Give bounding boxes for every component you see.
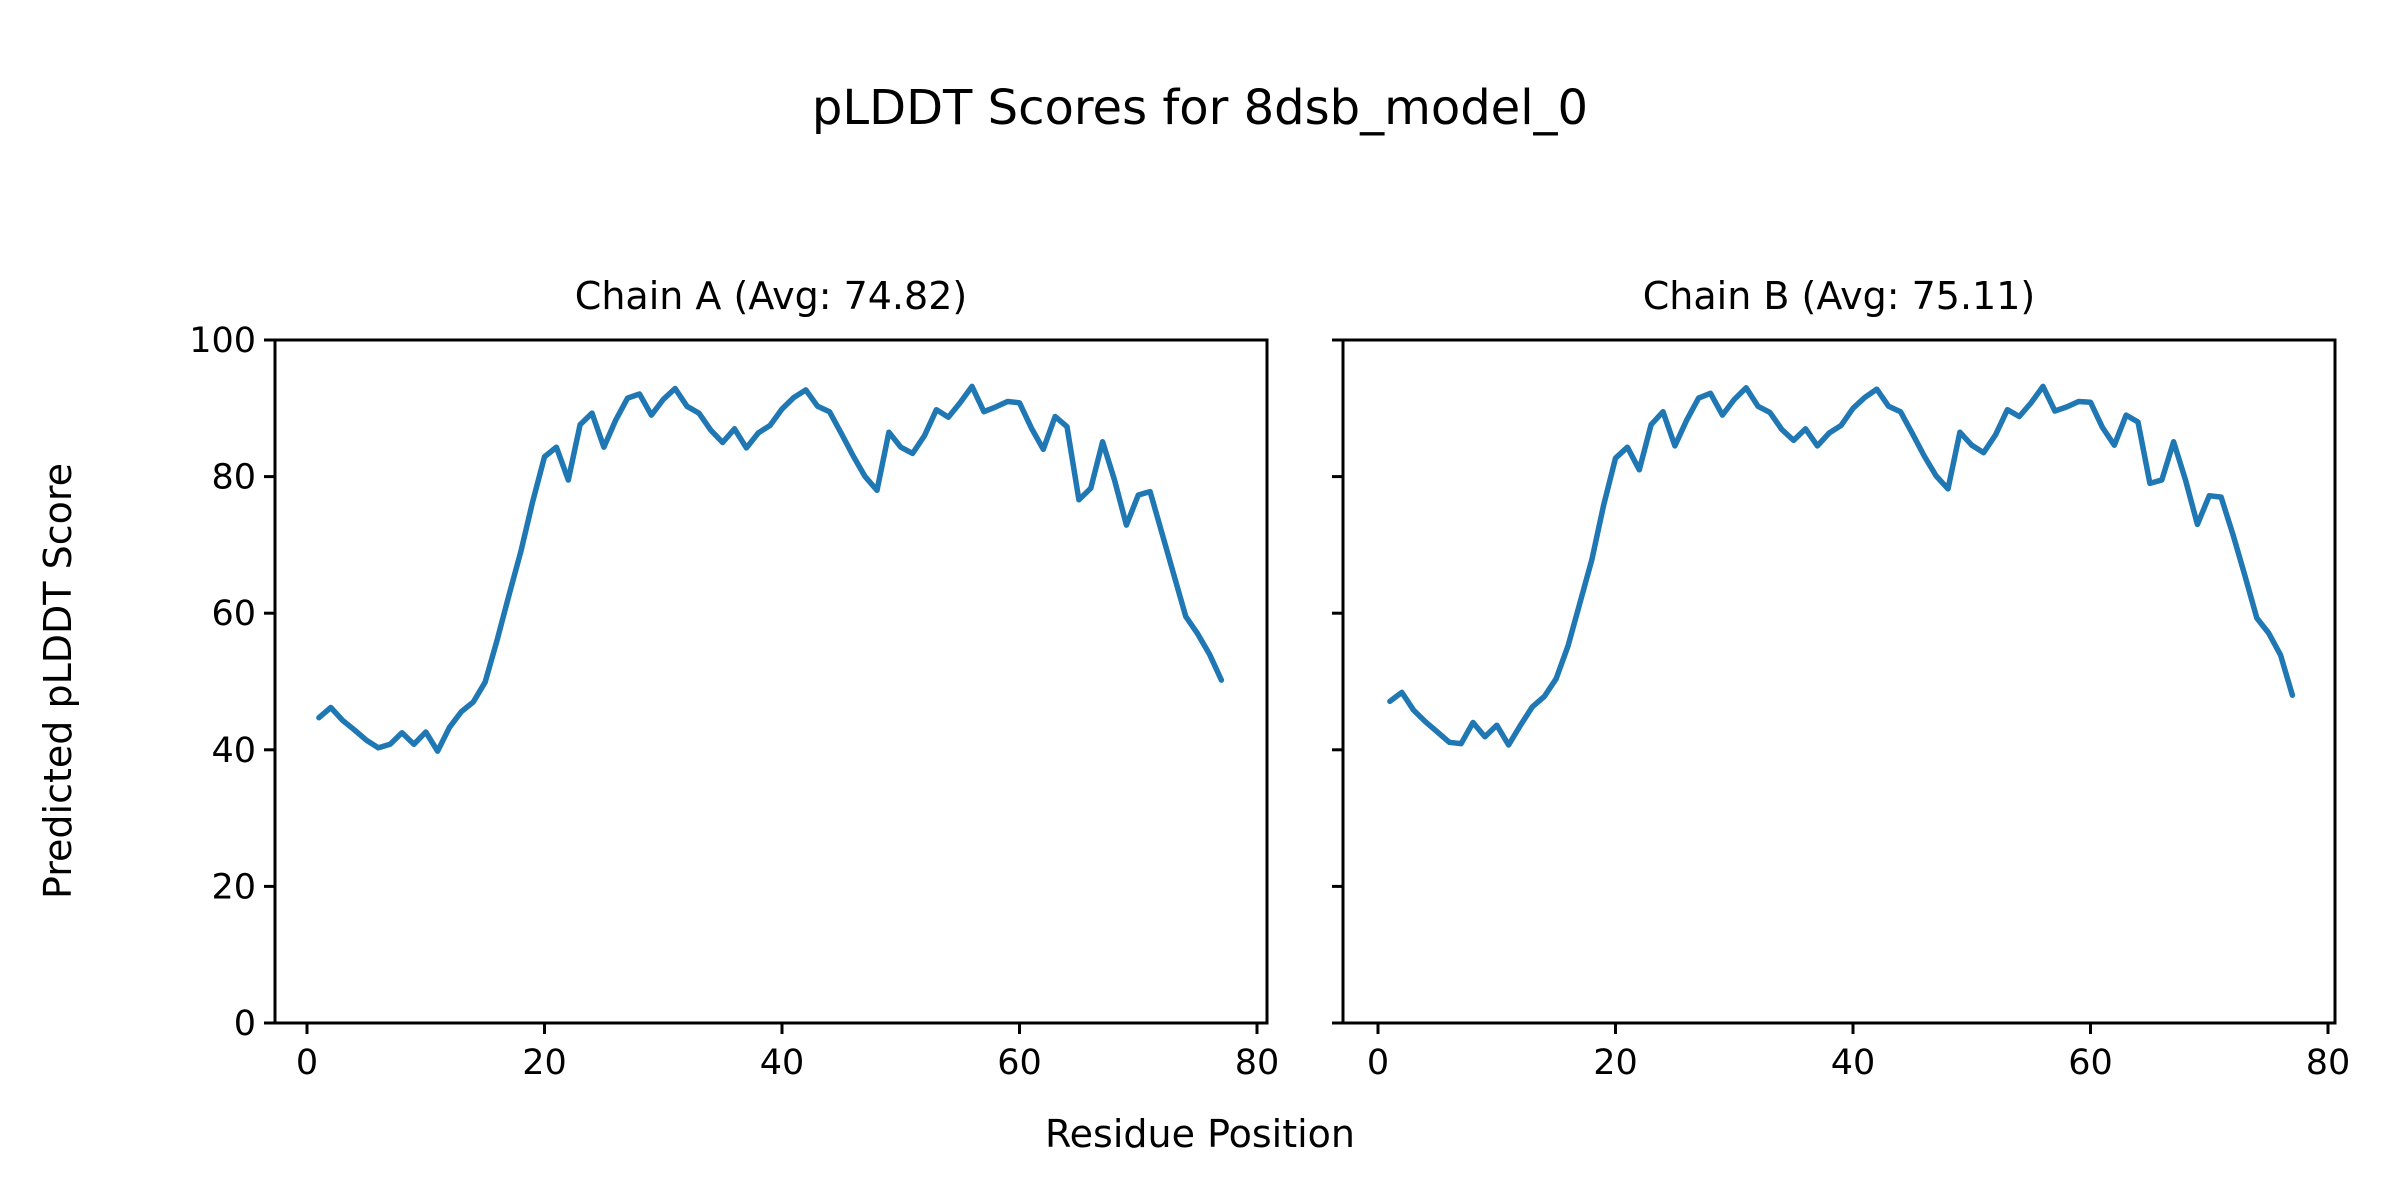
x-tick-label: 0 — [296, 1043, 318, 1083]
plddt-line — [1387, 383, 2296, 748]
x-axis-label: Residue Position — [1044, 1112, 1356, 1156]
x-tick-label: 0 — [1367, 1043, 1389, 1083]
chain-a-title: Chain A (Avg: 74.82) — [574, 274, 968, 318]
x-tick-label: 80 — [2306, 1043, 2351, 1083]
axes-spines — [1341, 338, 2337, 1025]
y-tick-label: 100 — [189, 321, 256, 361]
chain-a-plot: 0 20 40 60 80 0 20 40 60 80 100 — [189, 321, 1279, 1083]
x-tick-label: 40 — [1831, 1043, 1876, 1083]
y-tick-label: 80 — [211, 458, 256, 498]
y-tick-label: 60 — [211, 594, 256, 634]
y-tick-label: 40 — [211, 731, 256, 771]
chain-b-title: Chain B (Avg: 75.11) — [1642, 274, 2036, 318]
x-tick-label: 60 — [2068, 1043, 2113, 1083]
x-tick-label: 20 — [522, 1043, 567, 1083]
plddt-line — [316, 383, 1225, 754]
figure-title: pLDDT Scores for 8dsb_model_0 — [811, 80, 1589, 136]
x-tick-label: 20 — [1593, 1043, 1638, 1083]
y-tick-label: 20 — [211, 867, 256, 907]
axes-spines — [273, 338, 1269, 1025]
y-tick-label: 0 — [234, 1004, 256, 1044]
x-tick-label: 60 — [997, 1043, 1042, 1083]
y-axis-label: Predicted pLDDT Score — [36, 463, 80, 899]
chain-b-plot: 0 20 40 60 80 — [1332, 338, 2351, 1083]
x-tick-label: 40 — [760, 1043, 805, 1083]
x-tick-label: 80 — [1235, 1043, 1280, 1083]
